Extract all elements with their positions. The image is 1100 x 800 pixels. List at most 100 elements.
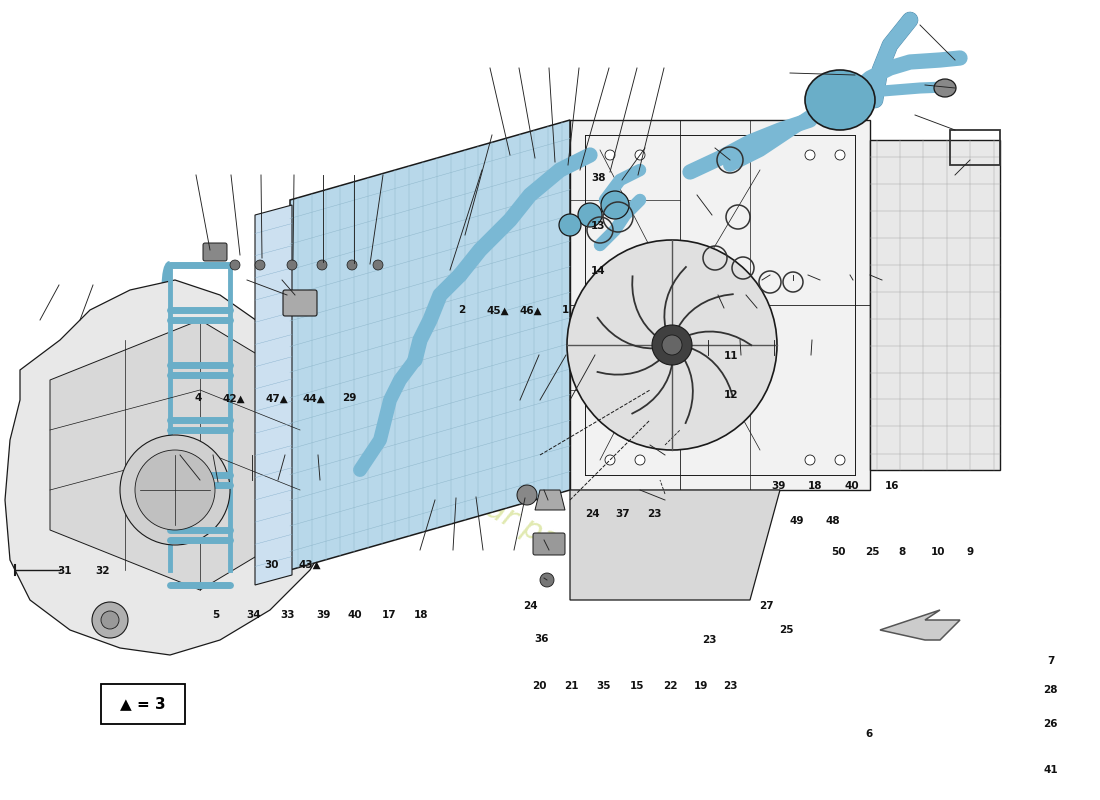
- Text: 5: 5: [212, 610, 219, 620]
- Circle shape: [601, 191, 629, 219]
- Text: 16: 16: [884, 482, 900, 491]
- Text: 50: 50: [830, 547, 846, 557]
- Text: 45▲: 45▲: [487, 306, 509, 315]
- Text: 40: 40: [844, 482, 859, 491]
- FancyBboxPatch shape: [283, 290, 317, 316]
- Circle shape: [605, 455, 615, 465]
- Text: ▲ = 3: ▲ = 3: [120, 697, 166, 711]
- Circle shape: [287, 260, 297, 270]
- Text: 33: 33: [279, 610, 295, 620]
- Text: 47▲: 47▲: [266, 394, 288, 403]
- Polygon shape: [6, 280, 350, 655]
- Circle shape: [255, 260, 265, 270]
- Polygon shape: [870, 140, 1000, 470]
- Circle shape: [835, 150, 845, 160]
- Text: 28: 28: [1043, 685, 1058, 694]
- Polygon shape: [290, 120, 570, 570]
- Text: 39: 39: [316, 610, 331, 620]
- Text: 1: 1: [562, 306, 569, 315]
- Text: 36: 36: [534, 634, 549, 644]
- Circle shape: [652, 325, 692, 365]
- Text: 26: 26: [1043, 719, 1058, 729]
- Text: 46▲: 46▲: [520, 306, 542, 315]
- Circle shape: [566, 240, 777, 450]
- Circle shape: [540, 573, 554, 587]
- Text: 23: 23: [647, 510, 662, 519]
- Text: 12: 12: [724, 390, 739, 400]
- Circle shape: [101, 611, 119, 629]
- Text: 48: 48: [825, 516, 840, 526]
- Text: 18: 18: [414, 610, 429, 620]
- Circle shape: [559, 214, 581, 236]
- Text: 23: 23: [723, 681, 738, 690]
- FancyBboxPatch shape: [534, 533, 565, 555]
- Text: 1985: 1985: [440, 384, 560, 476]
- Circle shape: [135, 450, 214, 530]
- Text: 43▲: 43▲: [299, 560, 321, 570]
- Text: 38: 38: [591, 173, 606, 182]
- Text: 23: 23: [702, 635, 717, 645]
- Text: 42▲: 42▲: [223, 394, 245, 403]
- Polygon shape: [535, 490, 565, 510]
- Text: 19: 19: [693, 681, 708, 690]
- Text: 27: 27: [759, 601, 774, 610]
- Text: 14: 14: [591, 266, 606, 276]
- Text: 18: 18: [807, 482, 823, 491]
- Text: 20: 20: [531, 681, 547, 690]
- FancyBboxPatch shape: [204, 243, 227, 261]
- Text: 13: 13: [591, 222, 606, 231]
- Text: 4: 4: [195, 394, 201, 403]
- Circle shape: [346, 260, 358, 270]
- Circle shape: [835, 455, 845, 465]
- FancyBboxPatch shape: [101, 684, 185, 724]
- Polygon shape: [570, 120, 870, 490]
- Text: 22: 22: [662, 681, 678, 690]
- Text: 17: 17: [382, 610, 397, 620]
- Ellipse shape: [934, 79, 956, 97]
- Polygon shape: [570, 490, 780, 600]
- Text: 6: 6: [866, 730, 872, 739]
- Circle shape: [635, 150, 645, 160]
- Polygon shape: [255, 205, 292, 585]
- Ellipse shape: [805, 70, 874, 130]
- Text: 25: 25: [779, 625, 794, 634]
- Circle shape: [317, 260, 327, 270]
- Text: 49: 49: [789, 516, 804, 526]
- Text: 37: 37: [615, 510, 630, 519]
- Circle shape: [230, 260, 240, 270]
- Polygon shape: [50, 320, 300, 590]
- Text: 8: 8: [899, 547, 905, 557]
- Text: 41: 41: [1043, 765, 1058, 774]
- Circle shape: [805, 150, 815, 160]
- Text: 31: 31: [57, 566, 73, 576]
- Text: 34: 34: [246, 610, 262, 620]
- Circle shape: [517, 485, 537, 505]
- Text: 29: 29: [342, 394, 358, 403]
- Text: 44▲: 44▲: [302, 394, 324, 403]
- Text: 25: 25: [865, 547, 880, 557]
- Text: 10: 10: [931, 547, 946, 557]
- Text: 2: 2: [459, 306, 465, 315]
- Text: 35: 35: [596, 681, 612, 690]
- Circle shape: [578, 203, 602, 227]
- Text: 24: 24: [585, 510, 601, 519]
- Text: 9: 9: [967, 547, 974, 557]
- Circle shape: [373, 260, 383, 270]
- Circle shape: [120, 435, 230, 545]
- Circle shape: [805, 455, 815, 465]
- Text: 15: 15: [629, 681, 645, 690]
- Text: 24: 24: [522, 602, 538, 611]
- Circle shape: [92, 602, 128, 638]
- Polygon shape: [880, 610, 960, 640]
- Text: 11: 11: [724, 351, 739, 361]
- Text: 30: 30: [264, 560, 279, 570]
- Circle shape: [605, 150, 615, 160]
- Text: 7: 7: [1047, 656, 1054, 666]
- Text: a pòss pòr par pa: a pòss pòr par pa: [315, 404, 565, 556]
- Text: 39: 39: [771, 482, 786, 491]
- Text: 21: 21: [563, 681, 579, 690]
- Circle shape: [635, 455, 645, 465]
- Circle shape: [662, 335, 682, 355]
- Text: 32: 32: [95, 566, 110, 576]
- Text: 40: 40: [348, 610, 363, 620]
